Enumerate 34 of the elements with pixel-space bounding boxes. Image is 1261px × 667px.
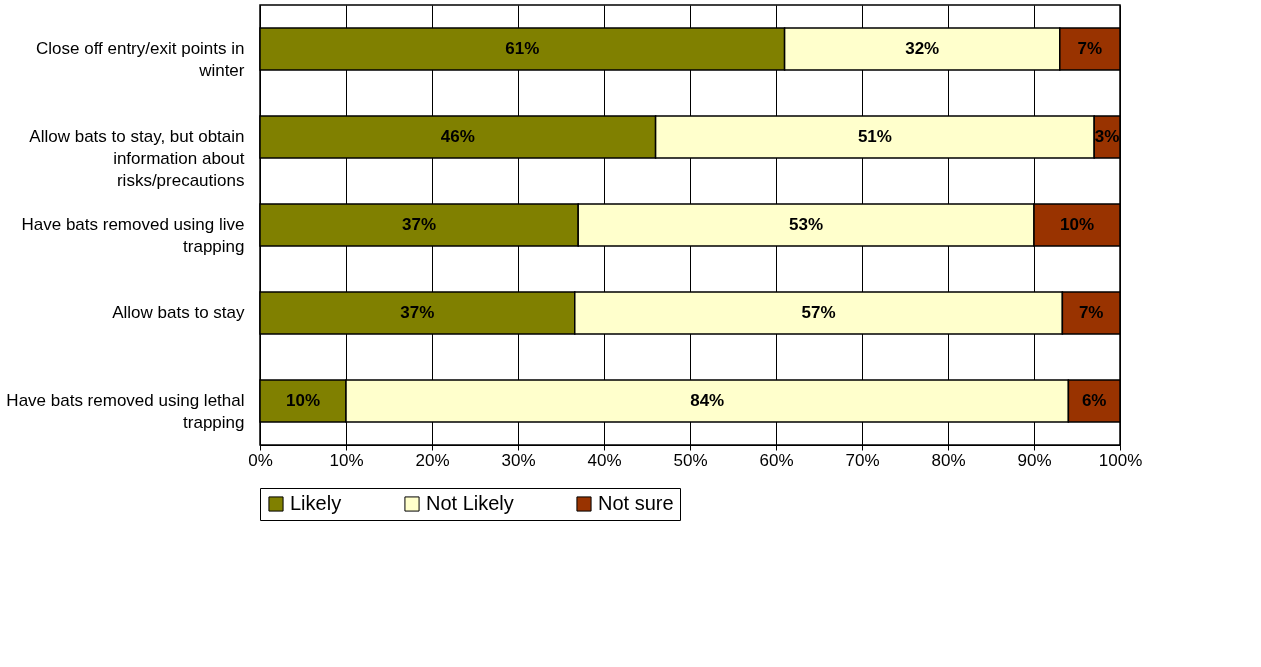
- data-label: 37%: [402, 215, 437, 234]
- legend-label: Not Likely: [426, 492, 514, 514]
- data-label: 61%: [505, 39, 540, 58]
- x-tick-label: 30%: [501, 450, 536, 470]
- data-label: 84%: [690, 391, 725, 410]
- data-label: 6%: [1081, 391, 1107, 410]
- data-label: 51%: [857, 127, 892, 146]
- y-tick-label: Have bats removed using lethal trapping: [6, 391, 245, 432]
- x-tick-label: 100%: [1098, 450, 1143, 470]
- data-label: 46%: [440, 127, 475, 146]
- x-tick-label: 40%: [587, 450, 622, 470]
- data-label: 7%: [1078, 303, 1104, 322]
- data-label: 32%: [905, 39, 940, 58]
- legend-label: Not sure: [598, 492, 674, 514]
- x-tick-label: 60%: [759, 450, 794, 470]
- data-label: 57%: [801, 303, 836, 322]
- data-label: 10%: [1059, 215, 1095, 234]
- x-tick-label: 20%: [415, 450, 450, 470]
- data-label: 7%: [1077, 39, 1103, 58]
- y-tick-label: Allow bats to stay, but obtain information about risks/precautions: [29, 127, 245, 190]
- data-label: 37%: [400, 303, 435, 322]
- legend-label: Likely: [290, 492, 342, 514]
- x-tick-label: 0%: [248, 450, 273, 470]
- data-label: 10%: [285, 391, 321, 410]
- y-tick-label: Have bats removed using live trapping: [21, 215, 245, 256]
- y-tick-label: Close off entry/exit points in winter: [35, 39, 245, 80]
- data-label: 3%: [1094, 127, 1120, 146]
- y-tick-label: Allow bats to stay: [112, 303, 245, 322]
- x-tick-label: 50%: [673, 450, 708, 470]
- x-tick-label: 80%: [931, 450, 966, 470]
- x-tick-label: 70%: [845, 450, 880, 470]
- x-tick-label: 90%: [1017, 450, 1052, 470]
- data-label: 53%: [789, 215, 824, 234]
- x-tick-label: 10%: [329, 450, 364, 470]
